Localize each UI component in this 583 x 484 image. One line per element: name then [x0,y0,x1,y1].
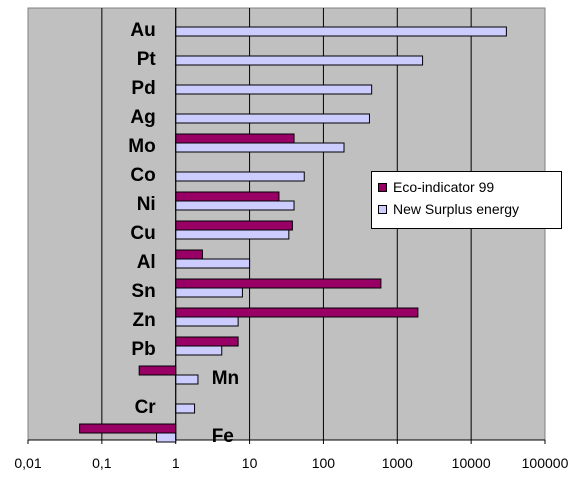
bar-surplus-Mn [175,374,199,385]
category-label-Ag: Ag [130,107,155,128]
legend-item-surplus: New Surplus energy [378,198,555,220]
x-tick-label: 100000 [522,455,569,471]
category-label-Sn: Sn [131,281,155,302]
bar-eco-Fe [79,423,177,434]
bar-eco-Sn [175,278,382,289]
bar-surplus-Ag [175,113,370,124]
x-tick-label: 1 [172,455,180,471]
category-label-Cu: Cu [130,223,155,244]
category-label-Cr: Cr [135,397,157,418]
category-label-Mo: Mo [128,136,155,157]
bar-surplus-Zn [175,316,239,327]
legend-swatch-eco [378,182,387,192]
bar-eco-Ni [175,191,280,202]
bar-surplus-Pt [175,55,424,66]
legend-label-surplus: New Surplus energy [393,201,520,217]
bar-eco-Mn [138,365,177,376]
bar-eco-Mo [175,133,295,144]
x-tick-label: 10 [242,455,258,471]
x-tick-label: 0,1 [92,455,112,471]
bar-surplus-Cr [175,403,196,414]
category-label-Pd: Pd [131,78,155,99]
bar-eco-Pb [175,336,239,347]
bar-surplus-Al [175,258,251,269]
category-label-Fe: Fe [212,426,234,447]
x-tick-label: 1000 [382,455,413,471]
bar-surplus-Pd [175,84,373,95]
x-tick-label: 10000 [452,455,491,471]
bar-surplus-Cu [175,229,290,240]
legend: Eco-indicator 99 New Surplus energy [371,171,562,229]
category-label-Pb: Pb [131,339,155,360]
category-label-Pt: Pt [137,49,157,70]
bar-eco-Al [175,249,203,260]
bar-surplus-Au [175,26,507,37]
category-label-Zn: Zn [132,310,155,331]
legend-swatch-surplus [378,204,387,214]
bar-surplus-Pb [175,345,223,356]
bar-surplus-Sn [175,287,243,298]
bar-surplus-Fe [156,432,177,443]
category-label-Ni: Ni [137,194,156,215]
x-tick-label: 0,01 [14,455,41,471]
category-label-Mn: Mn [212,368,239,389]
bar-eco-Cu [175,220,293,231]
category-label-Al: Al [137,252,156,273]
bar-surplus-Ni [175,200,295,211]
legend-item-eco: Eco-indicator 99 [378,176,555,198]
category-label-Au: Au [130,20,155,41]
category-label-Co: Co [130,165,155,186]
x-tick-label: 100 [312,455,336,471]
bar-surplus-Co [175,171,305,182]
bar-eco-Zn [175,307,419,318]
legend-label-eco: Eco-indicator 99 [393,179,495,195]
bar-surplus-Mo [175,142,345,153]
